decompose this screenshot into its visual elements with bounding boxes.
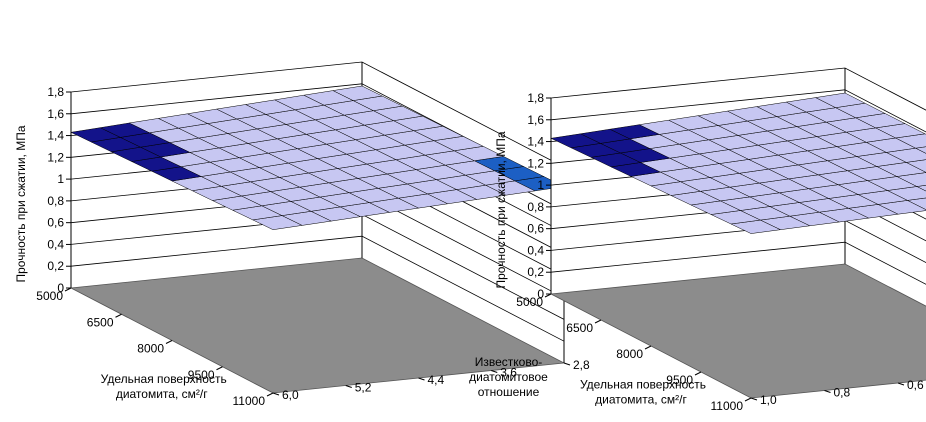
x-tick-label: 11000: [711, 399, 744, 413]
z-tick-label: 1: [537, 178, 544, 192]
x-tick-mark: [594, 319, 602, 324]
y-tick-mark: [345, 385, 352, 388]
x-tick-mark: [64, 287, 72, 292]
y-tick-label: 5,2: [355, 381, 372, 395]
y-tick-mark: [272, 392, 280, 396]
y-tick-label: 6,0: [282, 388, 299, 402]
z-axis-title: Прочность при сжатии, МПа: [494, 131, 508, 288]
z-tick-label: 1,2: [527, 156, 544, 170]
x-tick-mark: [694, 371, 702, 376]
x-tick-mark: [744, 397, 752, 402]
y-tick-label: 3,6: [500, 366, 517, 380]
x-tick-mark: [115, 313, 122, 318]
y-tick-mark: [824, 390, 831, 393]
z-tick-label: 0: [57, 281, 64, 295]
z-tick-label: 1: [57, 172, 64, 186]
z-tick-label: 1,8: [47, 85, 64, 99]
x-axis-title-line: диатомита, см²/г: [595, 392, 687, 406]
y-tick-mark: [491, 370, 498, 373]
x-tick-mark: [644, 345, 652, 350]
y-axis-title-line: отношение: [478, 385, 540, 399]
z-tick-label: 0,2: [527, 265, 544, 279]
x-tick-label: 6500: [566, 321, 593, 335]
y-tick-label: 0,6: [907, 378, 924, 392]
x-tick-label: 6500: [87, 315, 114, 329]
z-axis-title: Прочность при сжатии, МПа: [14, 125, 28, 282]
y-tick-label: 4,4: [428, 373, 445, 387]
z-tick-label: 0,8: [527, 200, 544, 214]
z-tick-label: 1,4: [527, 135, 544, 149]
z-tick-label: 0,2: [47, 259, 64, 273]
z-tick-label: 1,8: [527, 91, 544, 105]
z-tick-label: 1,2: [47, 150, 64, 164]
z-tick-label: 0,6: [47, 216, 64, 230]
y-tick-mark: [750, 397, 758, 401]
surface-chart-strength-vs-water-lime-ratio: 0 0,2 0,4 0,6 0,8 1 1,2 1,4 1,6 1,8 5000 6500 8000 95…: [494, 67, 926, 413]
y-axis-title-line: Известково-: [475, 355, 543, 369]
surface-cell: [914, 146, 926, 154]
x-axis-title-line: диатомита, см²/г: [116, 387, 208, 401]
x-tick-label: 8000: [137, 342, 164, 356]
y-tick-mark: [418, 377, 425, 381]
z-tick-label: 1,6: [47, 107, 64, 121]
z-tick-label: 0,4: [527, 243, 544, 257]
surface-cell: [70, 127, 122, 143]
z-tick-label: 1,6: [527, 113, 544, 127]
x-tick-label: 9500: [188, 368, 215, 382]
y-tick-mark: [563, 362, 571, 366]
y-tick-mark: [897, 382, 905, 386]
x-axis-title-line: Удельная поверхность: [580, 377, 706, 391]
z-tick-label: 0: [537, 287, 544, 301]
x-tick-label: 8000: [616, 347, 643, 361]
surface-chart-strength-vs-lime-diatomite-ratio: 0 0,2 0,4 0,6 0,8 1 1,2 1,4 1,6 1,8 5000 6500 8000 95…: [14, 61, 590, 408]
floor-plane: [549, 263, 926, 399]
surface-cell: [915, 184, 926, 192]
surface-cell: [550, 133, 602, 149]
x-axis-title-line: Удельная поверхность: [101, 372, 227, 386]
y-axis-title-line: диатомитовое: [469, 370, 548, 384]
x-tick-label: 11000: [233, 394, 266, 408]
x-tick-label: 9500: [666, 373, 693, 387]
x-tick-label: 5000: [36, 289, 63, 303]
z-tick-label: 0,8: [47, 194, 64, 208]
y-tick-label: 0,8: [834, 386, 851, 400]
z-tick-label: 0,6: [527, 222, 544, 236]
y-tick-label: 2,8: [573, 358, 590, 372]
x-tick-label: 5000: [516, 295, 543, 309]
y-tick-label: 1,0: [760, 393, 777, 407]
z-tick-label: 1,4: [47, 129, 64, 143]
x-tick-mark: [544, 293, 552, 298]
x-tick-mark: [216, 366, 223, 371]
x-tick-mark: [165, 340, 173, 344]
z-tick-label: 0,4: [47, 237, 64, 251]
x-tick-mark: [266, 392, 274, 397]
